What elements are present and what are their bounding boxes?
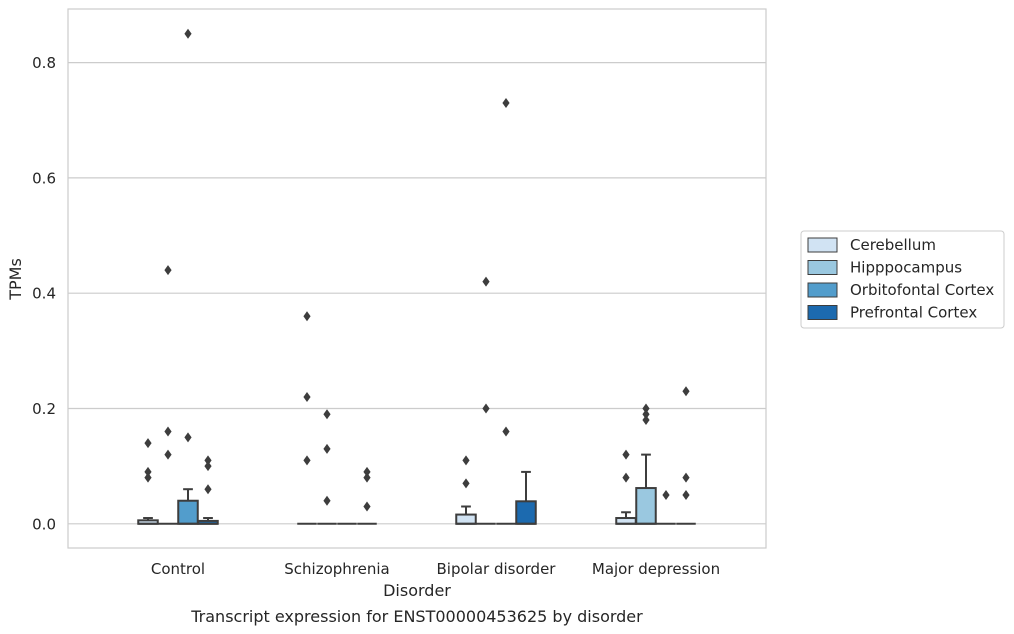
box-group xyxy=(515,470,537,525)
outlier-point xyxy=(682,489,690,500)
outlier-point xyxy=(323,495,331,506)
x-axis-label: Disorder xyxy=(383,581,451,600)
outlier-point xyxy=(303,311,311,322)
box-group xyxy=(357,466,377,525)
box-group xyxy=(455,455,477,525)
outlier-point xyxy=(363,466,371,477)
legend: Cerebellum Hipppocampus Orbitofontal Corte… xyxy=(800,230,1005,329)
outlier-point xyxy=(204,484,212,495)
y-axis-tick-labels: 0.0 0.2 0.4 0.6 0.8 xyxy=(32,54,56,533)
legend-swatch xyxy=(807,260,838,275)
outlier-point xyxy=(462,478,470,489)
y-axis-label: TPMs xyxy=(6,258,25,301)
outlier-point xyxy=(502,97,510,108)
box-group xyxy=(476,276,496,525)
outlier-point xyxy=(622,449,630,460)
outlier-point xyxy=(204,455,212,466)
outlier-point xyxy=(642,415,650,426)
legend-entries: Cerebellum Hipppocampus Orbitofontal Corte… xyxy=(807,236,994,322)
outlier-point xyxy=(303,455,311,466)
outlier-point xyxy=(164,449,172,460)
box-group xyxy=(656,489,676,525)
y-tick-label: 0.0 xyxy=(32,515,56,533)
legend-label: Cerebellum xyxy=(850,236,936,254)
outlier-point xyxy=(462,455,470,466)
y-tick-label: 0.2 xyxy=(32,400,56,418)
outlier-point xyxy=(482,403,490,414)
outlier-point xyxy=(363,501,371,512)
x-tick-label: Major depression xyxy=(592,560,720,578)
legend-frame xyxy=(800,230,1005,329)
y-tick-label: 0.6 xyxy=(32,169,56,187)
x-tick-label: Schizophrenia xyxy=(284,560,389,578)
outlier-point xyxy=(682,472,690,483)
outlier-point xyxy=(144,466,152,477)
outlier-point xyxy=(323,409,331,420)
outlier-point xyxy=(642,403,650,414)
plot-background xyxy=(68,9,766,548)
box-group xyxy=(317,409,337,525)
outlier-point xyxy=(184,28,192,39)
box xyxy=(635,487,657,525)
box-group xyxy=(158,265,178,525)
outlier-point xyxy=(622,472,630,483)
box-group xyxy=(676,386,696,525)
outlier-point xyxy=(204,461,212,472)
plot-frame xyxy=(67,8,767,549)
legend-swatch xyxy=(807,282,838,298)
box xyxy=(177,499,199,525)
box-group xyxy=(297,311,317,525)
box-group xyxy=(177,28,199,525)
outlier-point xyxy=(164,426,172,437)
legend-swatch xyxy=(807,237,838,253)
chart-caption: Transcript expression for ENST0000045362… xyxy=(190,607,643,626)
outlier-point xyxy=(303,391,311,402)
y-tick-label: 0.8 xyxy=(32,54,56,72)
outlier-point xyxy=(482,276,490,287)
box xyxy=(455,513,477,525)
box-group xyxy=(197,455,219,525)
legend-label: Prefrontal Cortex xyxy=(850,304,977,322)
x-tick-label: Bipolar disorder xyxy=(437,560,557,578)
outlier-point xyxy=(662,489,670,500)
box-group xyxy=(635,403,657,525)
legend-label: Hipppocampus xyxy=(850,259,962,277)
outlier-point xyxy=(164,265,172,276)
box-group xyxy=(137,438,159,525)
y-tick-label: 0.4 xyxy=(32,285,56,303)
outlier-point xyxy=(682,386,690,397)
box-group xyxy=(615,449,637,525)
outlier-point xyxy=(144,438,152,449)
x-axis-tick-labels: Control Schizophrenia Bipolar disorder Majo… xyxy=(151,560,720,578)
outlier-point xyxy=(363,472,371,483)
outlier-point xyxy=(323,443,331,454)
outlier-point xyxy=(184,432,192,443)
legend-swatch xyxy=(807,305,838,320)
box xyxy=(515,500,537,525)
outlier-point xyxy=(144,472,152,483)
outlier-point xyxy=(502,426,510,437)
x-tick-label: Control xyxy=(151,560,205,578)
box-plot-marks xyxy=(137,28,696,525)
box-group xyxy=(496,97,516,525)
legend-label: Orbitofontal Cortex xyxy=(850,281,994,299)
outlier-point xyxy=(642,409,650,420)
